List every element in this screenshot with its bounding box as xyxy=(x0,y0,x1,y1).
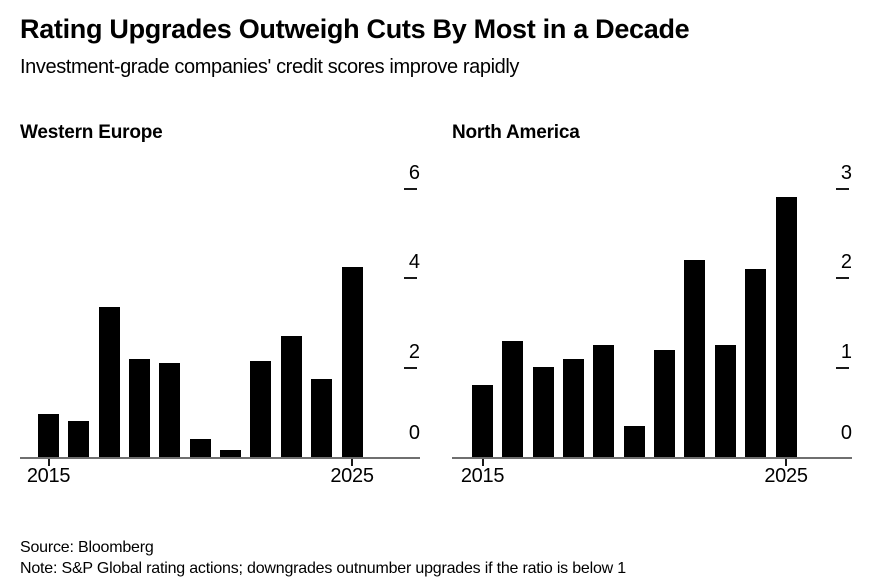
x-axis-labels-north-america: 2015 2025 xyxy=(452,465,852,491)
y-tick-label-0: 0 xyxy=(840,422,852,445)
note-line: Note: S&P Global rating actions; downgra… xyxy=(20,560,626,578)
bar-2024 xyxy=(745,269,767,458)
y-tick-label-0: 0 xyxy=(408,422,420,445)
x-tick-label-2015: 2015 xyxy=(460,465,505,488)
y-tick-label-4: 4 xyxy=(408,251,420,274)
bar-chart-western-europe: 6 4 2 0 xyxy=(20,150,420,467)
bar-2023 xyxy=(714,345,736,458)
x-axis-line xyxy=(20,457,420,460)
y-tick-mark-1 xyxy=(836,366,849,369)
panel-title-north-america: North America xyxy=(452,122,580,144)
bar-2020 xyxy=(623,426,645,458)
chart-panel-western-europe: Western Europe 6 4 2 0 2015 2025 xyxy=(20,122,420,491)
bar-2019 xyxy=(593,345,615,458)
bar-chart-north-america: 3 2 1 0 xyxy=(452,150,852,467)
x-tick-label-2025: 2025 xyxy=(330,465,374,488)
x-tick-label-2015: 2015 xyxy=(26,465,71,488)
bar-2022 xyxy=(684,260,706,458)
bar-2015 xyxy=(472,385,493,458)
bar-2019 xyxy=(159,363,181,458)
bar-2021 xyxy=(654,350,676,458)
bar-2017 xyxy=(532,367,554,458)
bar-2016 xyxy=(68,421,90,458)
bar-2022 xyxy=(250,361,272,458)
bar-2015 xyxy=(38,414,59,458)
x-axis-line xyxy=(452,457,852,460)
bar-2018 xyxy=(563,359,585,458)
x-tick-label-2025: 2025 xyxy=(764,465,808,488)
bar-2025 xyxy=(775,197,797,458)
y-tick-mark-6 xyxy=(404,187,417,190)
y-tick-mark-3 xyxy=(836,187,849,190)
y-tick-label-6: 6 xyxy=(408,161,420,184)
bar-2024 xyxy=(311,379,333,458)
y-tick-label-2: 2 xyxy=(408,340,420,363)
x-tick-2015 xyxy=(47,459,50,467)
y-tick-mark-4 xyxy=(404,277,417,280)
y-tick-label-2: 2 xyxy=(840,251,852,274)
x-tick-2015 xyxy=(481,459,484,467)
y-tick-label-3: 3 xyxy=(840,161,852,184)
panel-title-western-europe: Western Europe xyxy=(20,122,163,144)
bar-2021 xyxy=(220,450,242,458)
figure-header: Rating Upgrades Outweigh Cuts By Most in… xyxy=(0,0,869,80)
bar-2016 xyxy=(502,341,524,458)
bar-2025 xyxy=(341,267,363,458)
page-title: Rating Upgrades Outweigh Cuts By Most in… xyxy=(20,14,690,44)
y-tick-mark-2 xyxy=(404,366,417,369)
bar-2018 xyxy=(129,359,151,458)
y-tick-label-1: 1 xyxy=(840,340,852,363)
bar-2023 xyxy=(280,336,302,458)
chart-panel-north-america: North America 3 2 1 0 2015 2025 xyxy=(452,122,852,491)
page-subtitle: Investment-grade companies' credit score… xyxy=(20,56,520,79)
x-axis-labels-western-europe: 2015 2025 xyxy=(20,465,420,491)
bar-2017 xyxy=(98,307,120,458)
x-tick-2025 xyxy=(785,459,787,467)
bar-2020 xyxy=(189,439,211,458)
y-tick-mark-2 xyxy=(836,277,849,280)
charts-row: Western Europe 6 4 2 0 2015 2025 North Ameri… xyxy=(0,122,869,491)
figure-footer: Source: Bloomberg Note: S&P Global ratin… xyxy=(0,537,869,579)
x-tick-2025 xyxy=(351,459,353,467)
source-line: Source: Bloomberg xyxy=(20,539,154,557)
